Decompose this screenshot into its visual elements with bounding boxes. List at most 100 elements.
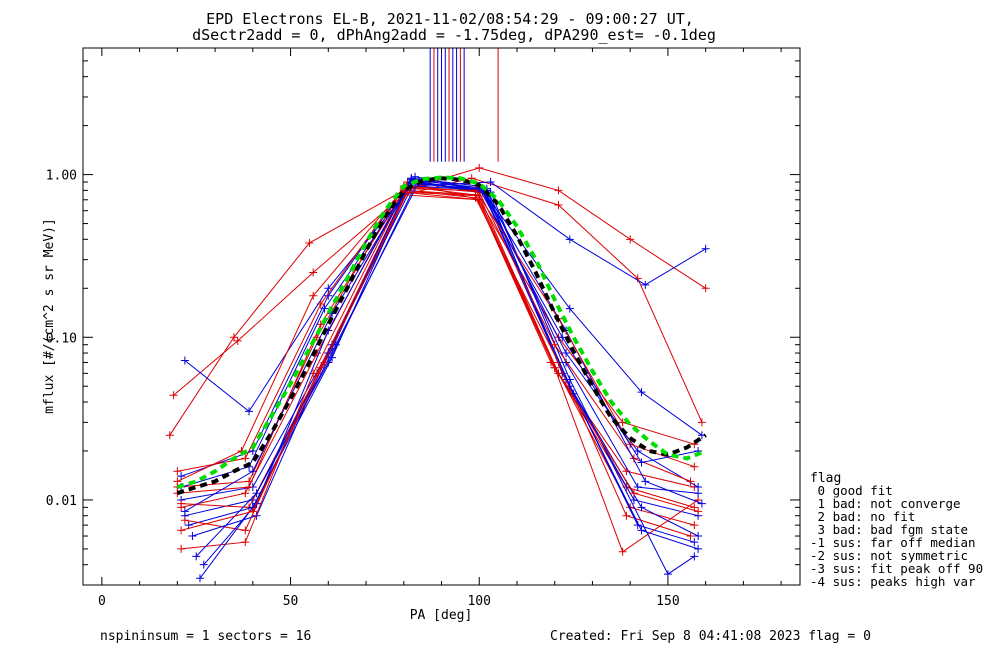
data-point-marker (195, 574, 204, 583)
series-23 (176, 175, 707, 490)
series-line (169, 167, 706, 436)
legend-item: -2 sus: not symmetric (810, 548, 968, 563)
data-point-marker (562, 358, 571, 367)
data-point-marker (690, 521, 699, 530)
data-point-marker (309, 291, 318, 300)
data-point-marker (165, 431, 174, 440)
series-line (192, 179, 695, 543)
data-point-marker (562, 349, 571, 358)
series-line (181, 191, 699, 553)
data-point-marker (633, 483, 642, 492)
series-line (180, 183, 699, 488)
data-point-marker (184, 521, 193, 530)
legend-item: -3 sus: fit peak off 90 (810, 561, 983, 576)
data-point-marker (471, 186, 480, 195)
data-point-marker (241, 526, 250, 535)
data-point-marker (690, 538, 699, 547)
chart-title-line1: EPD Electrons EL-B, 2021-11-02/08:54:29 … (206, 10, 694, 28)
data-point-marker (305, 238, 314, 247)
legend: flag 0 good fit 1 bad: not converge 2 ba… (810, 471, 983, 589)
series-line (195, 177, 699, 557)
series-line (184, 181, 706, 413)
data-point-marker (316, 300, 325, 309)
series-8 (180, 182, 703, 520)
data-point-marker (686, 532, 695, 541)
data-point-marker (637, 526, 646, 535)
series-line (177, 188, 695, 482)
data-point-marker (192, 552, 201, 561)
series-0 (165, 163, 710, 440)
peak-marker-lines (429, 48, 499, 162)
footer-left: nspininsum = 1 sectors = 16 (100, 629, 311, 644)
series-14 (192, 174, 703, 561)
series-line (184, 176, 703, 512)
data-point-marker (169, 391, 178, 400)
data-point-marker (629, 454, 638, 463)
data-point-marker (248, 507, 257, 516)
x-tick-label: 150 (656, 594, 679, 609)
x-axis-label: PA [deg] (410, 608, 473, 623)
data-point-marker (248, 467, 257, 476)
series-line (181, 194, 695, 526)
data-point-marker (475, 191, 484, 200)
data-point-marker (686, 477, 695, 486)
data-point-marker (320, 358, 329, 367)
chart-title-line2: dSectr2add = 0, dPhAng2add = -1.75deg, d… (192, 26, 716, 44)
series-10 (184, 178, 703, 541)
data-point-marker (565, 375, 574, 384)
series-19 (173, 184, 699, 486)
legend-item: -4 sus: peaks high var (810, 574, 976, 589)
data-point-marker (241, 454, 250, 463)
data-point-marker (316, 320, 325, 329)
data-point-marker (245, 483, 254, 492)
series-line (203, 179, 699, 566)
data-point-marker (637, 503, 646, 512)
data-point-marker (694, 532, 703, 541)
series-21 (177, 188, 703, 535)
data-point-marker (180, 507, 189, 516)
data-point-marker (694, 507, 703, 516)
data-point-marker (245, 407, 254, 416)
y-tick-label: 0.01 (46, 494, 77, 509)
data-point-marker (618, 547, 627, 556)
data-point-marker (252, 489, 261, 498)
data-series-group (165, 163, 710, 583)
data-point-marker (177, 472, 186, 481)
data-point-marker (177, 526, 186, 535)
data-point-marker (233, 336, 242, 345)
data-point-marker (241, 538, 250, 547)
data-point-marker (618, 418, 627, 427)
data-point-marker (486, 178, 495, 187)
series-line (176, 175, 707, 490)
data-point-marker (229, 333, 238, 342)
data-point-marker (411, 172, 420, 181)
data-point-marker (641, 280, 650, 289)
data-point-marker (565, 235, 574, 244)
series-3 (177, 174, 706, 481)
y-tick-label: 1.00 (46, 169, 77, 184)
footer-right: Created: Fri Sep 8 04:41:08 2023 flag = … (550, 629, 871, 644)
axes-group: 0 50 100 150 0.01 0.10 1.00 (46, 47, 800, 609)
plot-frame (82, 47, 801, 586)
x-tick-label: 100 (467, 594, 490, 609)
data-point-marker (637, 388, 646, 397)
data-point-marker (694, 489, 703, 498)
data-point-marker (690, 552, 699, 561)
data-point-marker (324, 284, 333, 293)
data-point-marker (694, 544, 703, 553)
y-axis-label: mflux [#/(cm^2 s sr MeV)] (42, 218, 57, 414)
data-point-marker (554, 201, 563, 210)
data-point-marker (633, 446, 642, 455)
series-line (184, 185, 699, 517)
legend-item: 2 bad: no fit (810, 509, 915, 524)
data-point-marker (177, 499, 186, 508)
data-point-marker (475, 163, 484, 172)
data-point-marker (550, 340, 559, 349)
series-16 (199, 175, 703, 569)
legend-item: -1 sus: far off median (810, 535, 976, 550)
legend-item: 1 bad: not converge (810, 496, 961, 511)
series-line (181, 181, 699, 501)
series-22 (176, 176, 707, 496)
data-point-marker (701, 284, 710, 293)
